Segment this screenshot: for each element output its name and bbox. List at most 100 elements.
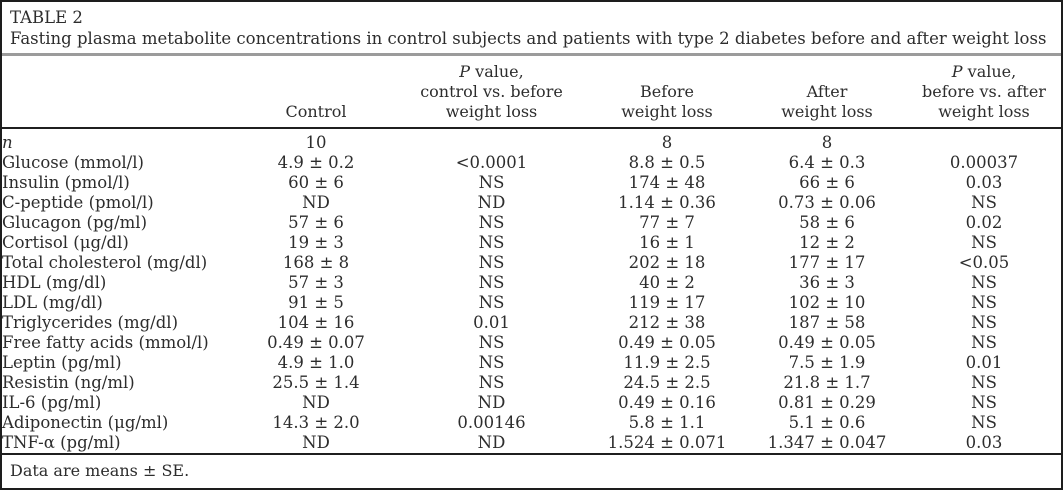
row-label-cell: Total cholesterol (mg/dl) [2,253,208,272]
table-row: Glucose (mmol/l) 4.9 ± 0.2 <0.0001 8.8 ± 0.… [2,153,1061,173]
value-cell: 21.8 ± 1.7 [783,373,871,392]
value-cell: 202 ± 18 [628,253,706,272]
table-row: C-peptide (pmol/l) ND ND 1.14 ± 0.36 0.73 ± … [2,193,1061,213]
value-cell: 40 ± 2 [639,273,695,292]
value-cell: 0.73 ± 0.06 [778,193,876,212]
value-cell: 4.9 ± 0.2 [277,153,355,172]
table-row: Triglycerides (mg/dl) 104 ± 16 0.01 212 ± 3… [2,313,1061,333]
value-cell: NS [478,373,505,392]
table-subtitle: Fasting plasma metabolite concentrations… [10,29,1047,48]
value-cell: 174 ± 48 [628,173,706,192]
table-row: Adiponectin (μg/ml) 14.3 ± 2.0 0.00146 5.8 … [2,413,1061,433]
value-cell: 24.5 ± 2.5 [623,373,711,392]
title-block: TABLE 2 Fasting plasma metabolite concen… [2,2,1061,49]
value-cell: 177 ± 17 [788,253,866,272]
title-divider [2,53,1061,56]
row-label-cell: C-peptide (pmol/l) [2,193,154,212]
row-label-cell: Cortisol (μg/dl) [2,233,129,252]
value-cell: 0.03 [965,173,1003,192]
value-cell [907,128,1061,153]
value-cell: 8 [661,133,673,152]
column-header: Control [236,56,396,129]
value-cell: 102 ± 10 [788,293,866,312]
table-row: Leptin (pg/ml) 4.9 ± 1.0 NS 11.9 ± 2.5 7.5 ±… [2,353,1061,373]
value-cell: 14.3 ± 2.0 [272,413,360,432]
value-cell: 60 ± 6 [288,173,344,192]
value-cell: 10 [305,133,327,152]
value-cell: 0.00037 [949,153,1019,172]
table-row: Insulin (pmol/l) 60 ± 6 NS 174 ± 48 66 ± 6 0.… [2,173,1061,193]
value-cell: 5.8 ± 1.1 [628,413,706,432]
value-cell: ND [477,433,506,452]
value-cell: ND [302,193,330,212]
value-cell: NS [971,313,997,332]
row-label-cell: Insulin (pmol/l) [2,173,130,192]
value-cell: NS [971,393,997,412]
table-row: Resistin (ng/ml) 25.5 ± 1.4 NS 24.5 ± 2.5 21… [2,373,1061,393]
value-cell: 6.4 ± 0.3 [788,153,866,172]
value-cell: 57 ± 3 [288,273,344,292]
value-cell: 0.49 ± 0.05 [778,333,876,352]
column-header: P value, control vs. before weight loss [396,56,587,129]
row-label-cell: Adiponectin (μg/ml) [2,413,169,432]
value-cell: 119 ± 17 [628,293,706,312]
row-label-cell: IL-6 (pg/ml) [2,393,102,412]
value-cell: ND [302,433,330,452]
table-row: Total cholesterol (mg/dl) 168 ± 8 NS 202 ± … [2,253,1061,273]
value-cell: NS [478,333,505,352]
table-row: TNF-α (pg/ml) ND ND 1.524 ± 0.071 1.347 ± 0.… [2,433,1061,453]
value-cell: NS [478,273,505,292]
value-cell: NS [478,293,505,312]
value-cell: NS [478,253,505,272]
page-title: TABLE 2 [10,8,83,27]
value-cell: 1.14 ± 0.36 [618,193,716,212]
row-label-cell: Free fatty acids (mmol/l) [2,333,209,352]
row-label-cell: Resistin (ng/ml) [2,373,135,392]
table-row: Cortisol (μg/dl) 19 ± 3 NS 16 ± 1 12 ± 2 NS [2,233,1061,253]
value-cell: 187 ± 58 [788,313,866,332]
value-cell: 212 ± 38 [628,313,706,332]
row-label-cell: TNF-α (pg/ml) [2,433,121,452]
value-cell: 0.49 ± 0.05 [618,333,716,352]
value-cell: 0.81 ± 0.29 [778,393,876,412]
column-header: P value, before vs. after weight loss [907,56,1061,129]
value-cell: 11.9 ± 2.5 [623,353,711,372]
value-cell: 66 ± 6 [799,173,855,192]
value-cell: 58 ± 6 [799,213,855,232]
value-cell: <0.0001 [455,153,528,172]
value-cell: 0.01 [965,353,1003,372]
column-header: After weight loss [747,56,907,129]
value-cell: ND [477,393,506,412]
metabolite-table: Control P value, control vs. before weight … [2,56,1061,453]
value-cell: NS [971,333,997,352]
value-cell: 16 ± 1 [639,233,695,252]
row-label-cell: LDL (mg/dl) [2,293,103,312]
value-cell: 0.02 [965,213,1003,232]
value-cell: 5.1 ± 0.6 [788,413,866,432]
column-header: Before weight loss [587,56,747,129]
value-cell: NS [971,413,997,432]
value-cell: 91 ± 5 [288,293,344,312]
table-row: Free fatty acids (mmol/l) 0.49 ± 0.07 NS 0.… [2,333,1061,353]
row-label-cell: HDL (mg/dl) [2,273,107,292]
row-label-cell: Triglycerides (mg/dl) [2,313,179,332]
value-cell: NS [478,173,505,192]
row-label-cell: Glucagon (pg/ml) [2,213,148,232]
value-cell: 104 ± 16 [277,313,355,332]
value-cell: 8 [821,133,833,152]
value-cell: 36 ± 3 [799,273,855,292]
header-row: Control P value, control vs. before weight … [2,56,1061,129]
value-cell: 168 ± 8 [282,253,350,272]
row-label-cell: n [2,133,13,152]
value-cell: NS [971,273,997,292]
table-row: LDL (mg/dl) 91 ± 5 NS 119 ± 17 102 ± 10 NS [2,293,1061,313]
value-cell: 0.00146 [457,413,526,432]
value-cell: NS [971,193,997,212]
value-cell: NS [971,233,997,252]
value-cell: 0.49 ± 0.07 [267,333,365,352]
value-cell: NS [478,213,505,232]
value-cell: 57 ± 6 [288,213,344,232]
value-cell: 0.03 [965,433,1003,452]
value-cell: 1.524 ± 0.071 [607,433,727,452]
